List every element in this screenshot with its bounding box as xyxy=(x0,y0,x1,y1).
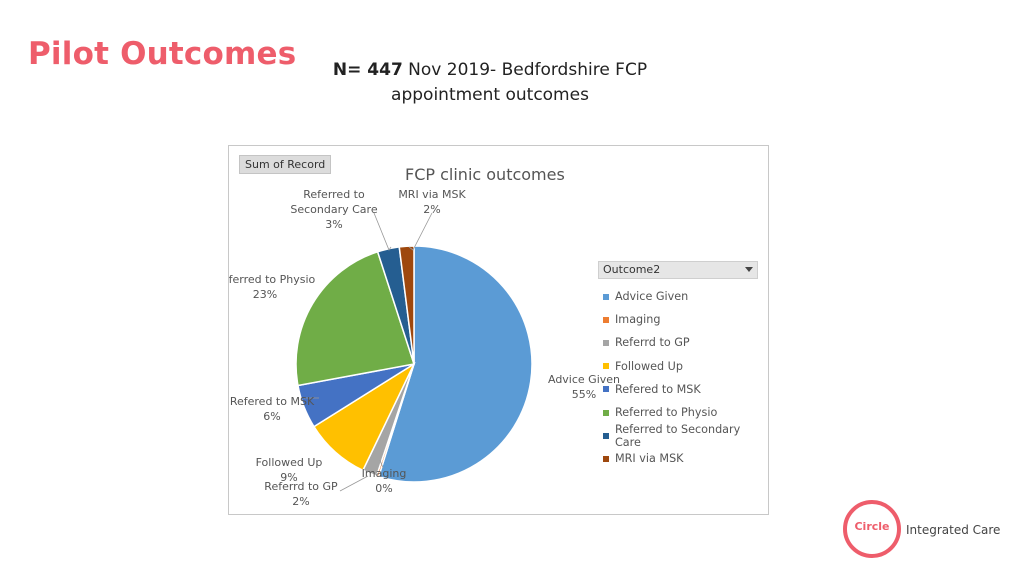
legend-item: Referrd to GP xyxy=(603,331,768,354)
legend-swatch xyxy=(603,409,609,416)
pie-chart: Advice Given 55% Imaging 0% Referrd to GP 2%F… xyxy=(229,188,620,508)
legend-swatch xyxy=(603,316,609,323)
slide-title: Pilot Outcomes xyxy=(28,36,297,72)
leader-line xyxy=(373,212,392,251)
legend-item: Refered to MSK xyxy=(603,378,768,401)
legend-item: MRI via MSK xyxy=(603,447,768,470)
legend-label: Imaging xyxy=(615,313,661,327)
pie-chart-frame: Advice Given 55% Imaging 0% Referrd to GP 2% F… xyxy=(228,145,769,515)
outcome-filter-dropdown[interactable]: Outcome2 xyxy=(598,261,758,279)
legend-item: Referred to Physio xyxy=(603,401,768,424)
leader-line xyxy=(339,475,369,492)
legend-label: Referrd to GP xyxy=(615,336,690,350)
data-label-referred-to-secondary-care: Referred to Secondary Care 3% xyxy=(290,188,377,231)
logo-tagline: Integrated Care xyxy=(906,523,1001,537)
legend-item: Referred to Secondary Care xyxy=(603,422,768,449)
data-label-referrd-to-gp: Referrd to GP 2% xyxy=(264,480,338,508)
legend-label: MRI via MSK xyxy=(615,452,684,466)
data-label-advice-given: Advice Given 55% xyxy=(548,373,620,401)
legend-item: Followed Up xyxy=(603,355,768,378)
legend-item: Imaging xyxy=(603,308,768,331)
legend-label: Followed Up xyxy=(615,359,683,373)
legend-swatch xyxy=(603,363,609,370)
legend-swatch xyxy=(603,339,609,346)
pie-slice-mri-via-msk[interactable] xyxy=(398,245,415,365)
leader-line xyxy=(408,212,433,251)
pie-slice-advice-given[interactable] xyxy=(377,245,533,483)
pie-slice-referred-to-physio[interactable] xyxy=(295,250,415,387)
subtitle-date-location: Nov 2019- Bedfordshire FCP xyxy=(402,60,648,80)
data-label-imaging: Imaging 0% xyxy=(362,467,407,495)
legend-label: Advice Given xyxy=(615,290,689,304)
legend-swatch xyxy=(603,386,609,393)
logo-wordmark: Circle xyxy=(854,520,890,533)
leader-line xyxy=(379,459,384,469)
subtitle-sample-size: N= 447 xyxy=(332,60,403,80)
data-label-refered-to-msk: Refered to MSK 6% xyxy=(230,395,315,423)
subtitle-line2: appointment outcomes xyxy=(391,85,589,105)
dropdown-arrow-icon[interactable] xyxy=(745,267,753,272)
slide-subtitle: N= 447 Nov 2019- Bedfordshire FCP appoin… xyxy=(300,58,680,108)
legend-item: Advice Given xyxy=(603,285,768,308)
legend-swatch xyxy=(603,432,609,439)
legend-label: Referred to Physio xyxy=(615,406,718,420)
sum-of-record-field-button[interactable]: Sum of Record xyxy=(239,155,332,174)
legend-label: Referred to Secondary Care xyxy=(614,422,741,449)
data-label-followed-up: Followed Up 9% xyxy=(256,456,323,484)
circle-logo: Circle xyxy=(843,500,901,558)
data-label-mri-via-msk: MRI via MSK 2% xyxy=(398,188,466,216)
legend-swatch xyxy=(603,455,609,462)
chart-legend: Advice Given Imaging Referrd to GP Followed… xyxy=(603,285,768,471)
chart-title: FCP clinic outcomes xyxy=(405,165,565,184)
legend-label: Refered to MSK xyxy=(615,382,701,396)
logo-ring-icon xyxy=(843,500,901,558)
legend-header-label: Outcome2 xyxy=(603,263,661,276)
legend-swatch xyxy=(603,293,609,300)
